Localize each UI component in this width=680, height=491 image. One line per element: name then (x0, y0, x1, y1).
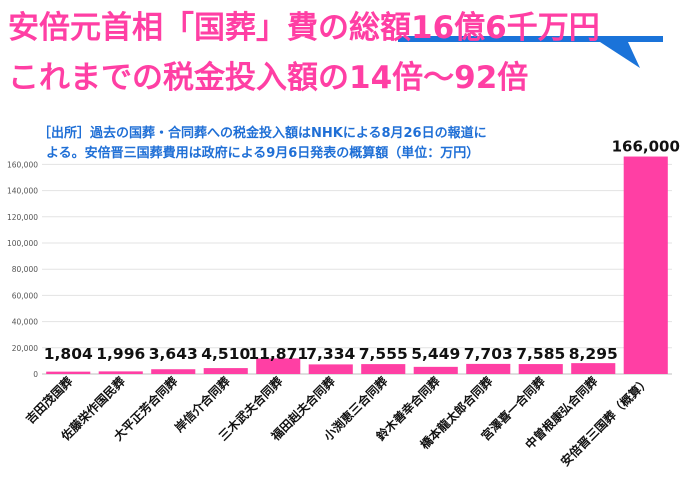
bars (46, 156, 668, 374)
callout-pointer (600, 42, 640, 68)
headline-line-2: これまでの税金投入額の14倍～92倍 (8, 60, 529, 96)
data-label: 3,643 (149, 345, 198, 363)
y-tick-label: 40,000 (12, 318, 38, 327)
data-label: 5,449 (411, 345, 460, 363)
x-tick-label: 安倍晋三国葬（概算） (557, 374, 652, 469)
bar (361, 364, 406, 374)
data-label: 7,334 (306, 345, 355, 363)
bar (151, 369, 196, 374)
data-label: 1,804 (44, 345, 93, 363)
y-tick-label: 20,000 (12, 344, 38, 353)
y-tick-label: 100,000 (7, 239, 38, 248)
bar (98, 371, 143, 374)
y-axis: 0 20,000 40,000 60,000 80,000 100,000 120,000 1… (7, 160, 38, 379)
y-tick-label: 140,000 (7, 187, 38, 196)
bar (623, 156, 668, 374)
y-tick-label: 160,000 (7, 160, 38, 169)
bar (46, 371, 91, 374)
y-tick-label: 80,000 (12, 265, 38, 274)
source-note: ［出所］過去の国葬・合同葬への税金投入額はNHKによる8月26日の報道に よる。… (38, 124, 618, 164)
y-tick-label: 120,000 (7, 213, 38, 222)
data-label: 1,996 (96, 345, 145, 363)
data-label: 7,703 (464, 345, 513, 363)
x-axis-labels: 吉田茂国葬佐藤栄作国民葬大平正芳合同葬岸信介合同葬三木武夫合同葬福田赳夫合同葬小… (22, 374, 653, 469)
headline-line-1: 安倍元首相「国葬」費の総額16億6千万円 (8, 10, 600, 46)
bar (203, 368, 248, 374)
data-label: 8,295 (569, 345, 618, 363)
data-label: 11,871 (248, 345, 308, 363)
bar (308, 364, 353, 374)
bar (466, 363, 511, 374)
y-tick-label: 60,000 (12, 291, 38, 300)
gridlines (42, 163, 672, 375)
bar (518, 364, 563, 374)
source-note-line-1: ［出所］過去の国葬・合同葬への税金投入額はNHKによる8月26日の報道に (38, 126, 487, 141)
data-label: 4,510 (201, 345, 250, 363)
bar (256, 358, 301, 374)
callout-annotation (398, 36, 663, 68)
data-label: 7,555 (359, 345, 408, 363)
source-note-line-2: よる。安倍晋三国葬費用は政府による9月6日発表の概算額（単位：万円） (46, 146, 480, 161)
callout-underline (398, 36, 663, 42)
data-label: 166,000 (612, 138, 680, 156)
data-label: 7,585 (516, 345, 565, 363)
y-tick-label: 0 (33, 370, 38, 379)
bar (571, 363, 616, 374)
x-tick-label: 吉田茂国葬 (22, 374, 75, 427)
bar (413, 366, 458, 374)
